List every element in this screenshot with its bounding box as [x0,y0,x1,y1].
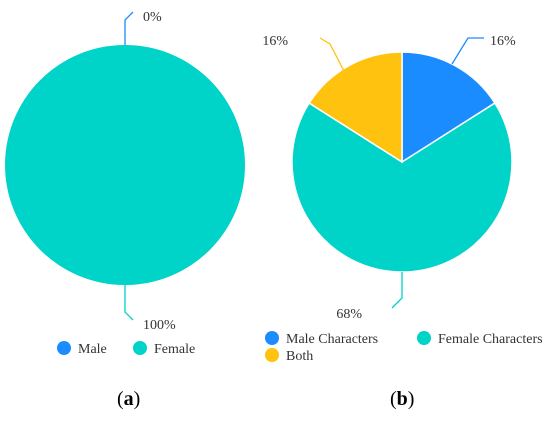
data-label-male: 0% [143,10,162,25]
slice-both [308,51,403,164]
slice-female-characters [291,102,513,273]
legend-swatch-male-characters [265,331,279,345]
legend-swatch-female [133,341,147,355]
legend-swatch-male [57,341,71,355]
panel-label-b: (b) [390,388,415,410]
legend-label-male-characters: Male Characters [286,332,378,347]
panel-label-a: (a) [117,388,141,410]
legend-label-female: Female [154,342,195,357]
legend-label-male: Male [78,342,107,357]
legend-swatch-female-characters [417,331,431,345]
leader-line-both [319,37,346,74]
data-label-male-characters: 16% [490,34,516,49]
legend-swatch-both [265,348,279,362]
data-label-both: 16% [262,34,288,49]
legend-label-female-characters: Female Characters [438,332,543,347]
legend-label-both: Both [286,349,313,364]
leader-line-female [124,285,134,321]
leader-line-male [124,11,134,45]
pie-chart-b: 16% 68% 16% Male Characters Female Character… [262,34,542,364]
leader-line-male-characters [451,37,484,65]
slice-female [5,45,245,285]
leader-line-female-characters [391,272,403,309]
data-label-female: 100% [143,318,176,333]
slice-male-characters [401,51,496,164]
pie-chart-a: 0% 100% Male Female [5,10,245,357]
data-label-female-characters: 68% [336,307,362,322]
